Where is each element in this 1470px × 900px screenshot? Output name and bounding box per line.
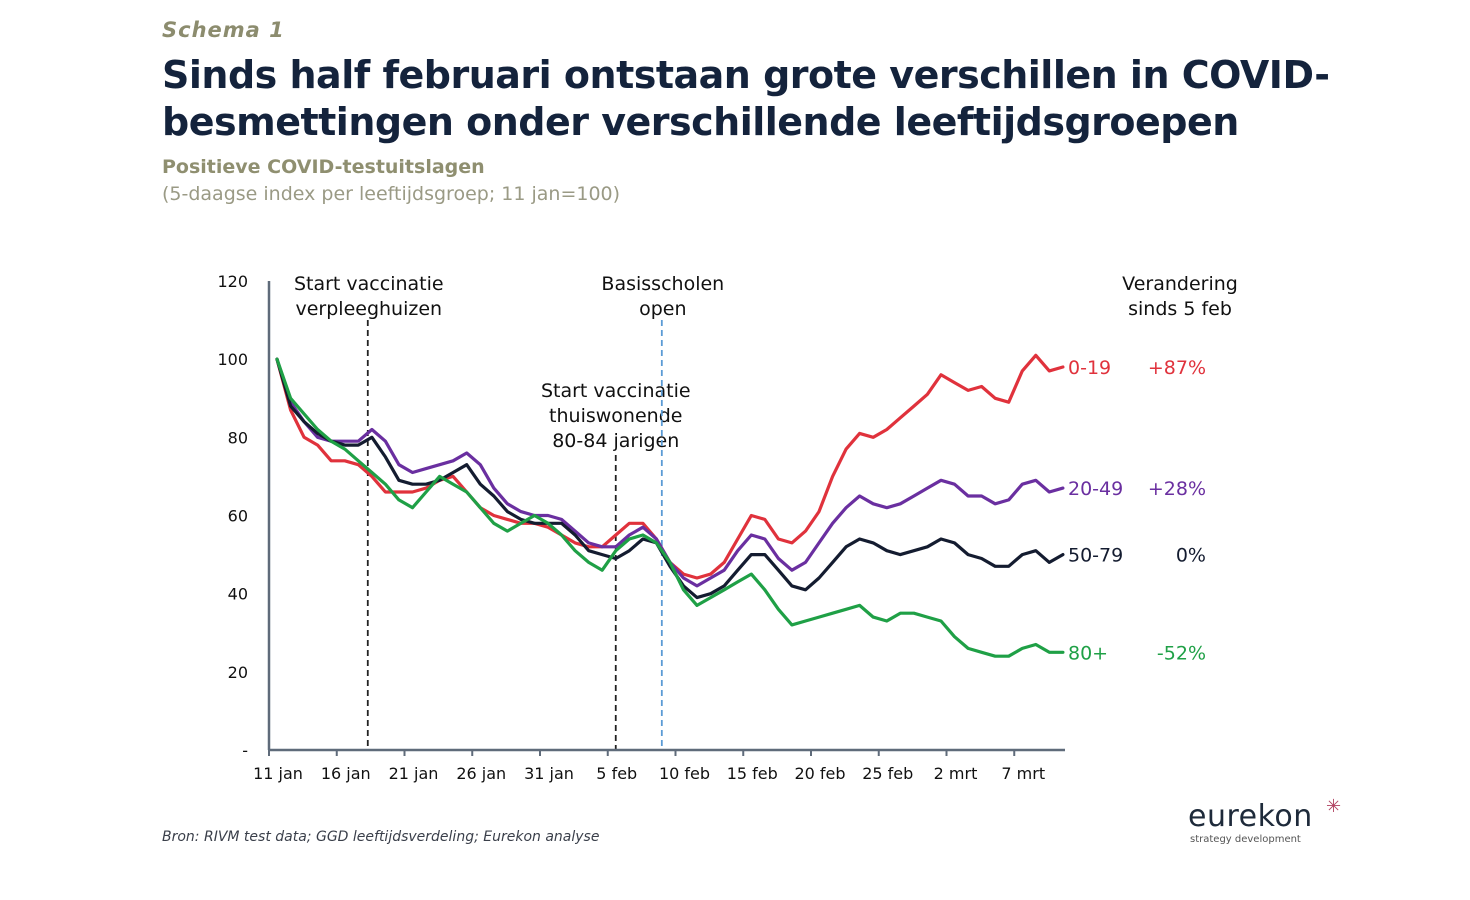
x-tick-label: 7 mrt <box>1001 764 1045 783</box>
annotation-label: thuiswonende <box>549 405 682 427</box>
annotation: Basisscholen open <box>601 273 724 750</box>
annotation: Start vaccinatie thuiswonende 80-84 jarige… <box>541 380 691 750</box>
annotation-label: Start vaccinatie <box>294 273 444 295</box>
series-group <box>275 353 1065 658</box>
series-change-20-49: +28% <box>1148 478 1206 500</box>
annotation-label: Start vaccinatie <box>541 380 691 402</box>
x-tick-label: 20 feb <box>794 764 845 783</box>
y-tick-label: 80 <box>228 428 248 447</box>
y-tick-label: 120 <box>217 272 248 291</box>
x-tick-label: 21 jan <box>389 764 439 783</box>
logo-star-icon: ✳ <box>1326 796 1342 816</box>
series-line-80+ <box>275 357 1065 658</box>
series-change-0-19: +87% <box>1148 357 1206 379</box>
logo-name: eurekon <box>1188 799 1313 834</box>
y-tick-label: 60 <box>228 507 248 526</box>
chart-title-line-1: Sinds half februari ontstaan grote versc… <box>162 53 1330 97</box>
change-header: sinds 5 feb <box>1128 298 1232 320</box>
eurekon-logo: ✳ eurekon strategy development <box>1188 796 1341 845</box>
chart-title-line-2: besmettingen onder verschillende leeftij… <box>162 100 1239 144</box>
x-tick-label: 26 jan <box>456 764 506 783</box>
y-tick-label: 40 <box>228 585 248 604</box>
logo-tagline: strategy development <box>1190 834 1301 845</box>
annotation-label: verpleeghuizen <box>295 298 442 320</box>
series-label-80+: 80+ <box>1068 642 1108 664</box>
series-line-50-79 <box>275 357 1065 600</box>
annotation-label: Basisscholen <box>601 273 724 295</box>
x-tick-label: 15 feb <box>727 764 778 783</box>
series-change-50-79: 0% <box>1176 545 1206 567</box>
chart-title: Sinds half februari ontstaan grote versc… <box>162 52 1362 146</box>
series-label-20-49: 20-49 <box>1068 478 1123 500</box>
chart-subtitle: Positieve COVID-testuitslagen <box>162 156 485 178</box>
annotation-label: open <box>639 298 686 320</box>
x-tick-label: 11 jan <box>253 764 303 783</box>
series-change-80+: -52% <box>1157 642 1206 664</box>
series-label-0-19: 0-19 <box>1068 357 1111 379</box>
y-tick-label: 100 <box>217 350 248 369</box>
annotation: Start vaccinatie verpleeghuizen <box>294 273 444 750</box>
annotation-label: 80-84 jarigen <box>552 430 679 452</box>
series-label-50-79: 50-79 <box>1068 545 1123 567</box>
y-tick-label: 20 <box>228 663 248 682</box>
x-tick-label: 10 feb <box>659 764 710 783</box>
x-tick-label: 2 mrt <box>934 764 978 783</box>
axes: - 20 40 60 80 100 120 11 jan 16 jan 21 jan 26 jan 3… <box>217 272 1065 783</box>
x-tick-label: 16 jan <box>321 764 371 783</box>
x-tick-label: 25 feb <box>862 764 913 783</box>
change-header: Verandering <box>1122 273 1238 295</box>
x-tick-label: 31 jan <box>524 764 574 783</box>
x-tick-label: 5 feb <box>596 764 637 783</box>
schema-label: Schema 1 <box>162 18 285 42</box>
y-tick-label: - <box>242 741 248 760</box>
series-labels: Verandering sinds 5 feb 0-19 +87% 20-49 +28% 5… <box>1068 273 1238 664</box>
chart-subtitle-note: (5-daagse index per leeftijdsgroep; 11 j… <box>162 183 621 205</box>
source-note: Bron: RIVM test data; GGD leeftijdsverde… <box>162 829 600 845</box>
